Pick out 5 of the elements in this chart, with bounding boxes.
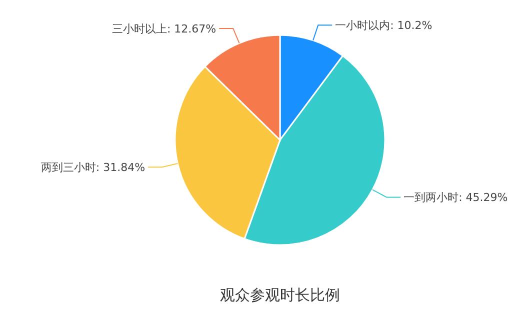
slice-label: 一到两小时: 45.29%: [404, 191, 508, 204]
text: 观众参观时长比例: [220, 286, 340, 304]
slice-label: 一小时以内: 10.2%: [335, 19, 432, 32]
slice-label: 两到三小时: 31.84%: [40, 160, 146, 174]
slice-label: 三小时以上: 12.67%: [112, 22, 216, 36]
